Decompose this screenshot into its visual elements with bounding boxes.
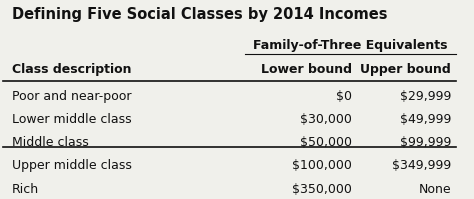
Text: $99,999: $99,999 <box>400 136 451 149</box>
Text: None: None <box>419 182 451 196</box>
Text: Rich: Rich <box>12 182 39 196</box>
Text: Class description: Class description <box>12 63 131 76</box>
Text: Defining Five Social Classes by 2014 Incomes: Defining Five Social Classes by 2014 Inc… <box>12 7 387 22</box>
Text: Lower middle class: Lower middle class <box>12 113 131 126</box>
Text: $350,000: $350,000 <box>292 182 352 196</box>
Text: $29,999: $29,999 <box>400 90 451 103</box>
Text: $50,000: $50,000 <box>300 136 352 149</box>
Text: $49,999: $49,999 <box>400 113 451 126</box>
Text: Upper middle class: Upper middle class <box>12 159 132 172</box>
Text: Lower bound: Lower bound <box>261 63 352 76</box>
Text: Family-of-Three Equivalents: Family-of-Three Equivalents <box>253 39 447 52</box>
Text: $0: $0 <box>336 90 352 103</box>
Text: Poor and near-poor: Poor and near-poor <box>12 90 131 103</box>
Text: $30,000: $30,000 <box>300 113 352 126</box>
Text: $349,999: $349,999 <box>392 159 451 172</box>
Text: Middle class: Middle class <box>12 136 89 149</box>
Text: $100,000: $100,000 <box>292 159 352 172</box>
Text: Upper bound: Upper bound <box>360 63 451 76</box>
